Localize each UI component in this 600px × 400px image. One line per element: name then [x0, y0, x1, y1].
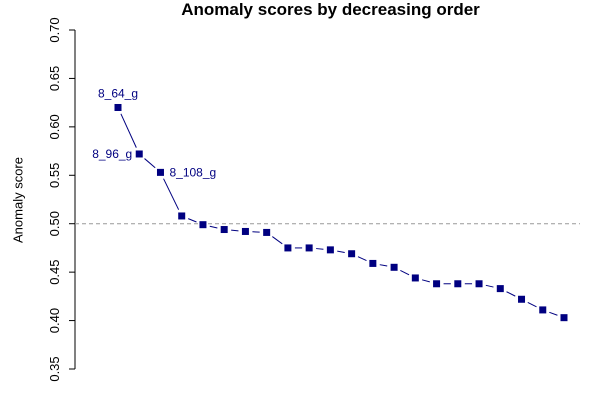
- series-segment: [231, 229, 239, 232]
- y-tick-label: 0.65: [47, 66, 62, 91]
- data-point: [454, 280, 462, 288]
- series-segment: [485, 284, 494, 288]
- data-point: [263, 228, 271, 236]
- series-segment: [316, 248, 324, 250]
- y-tick-label: 0.70: [47, 17, 62, 42]
- y-axis: 0.35 0.40 0.45 0.50 0.55 0.60 0.65 0.70: [47, 17, 76, 382]
- series-segment: [272, 236, 283, 245]
- series-segment: [527, 301, 537, 308]
- data-point: [433, 280, 441, 288]
- data-point: [326, 246, 334, 254]
- series-segment: [357, 256, 367, 261]
- data-point: [220, 226, 228, 234]
- series-segment: [421, 279, 430, 283]
- data-point: [284, 244, 292, 252]
- y-tick-label: 0.50: [47, 211, 62, 236]
- chart-title: Anomaly scores by decreasing order: [181, 0, 480, 19]
- data-point: [390, 263, 398, 271]
- data-point: [156, 168, 164, 176]
- y-tick-label: 0.35: [47, 356, 62, 381]
- data-point: [475, 280, 483, 288]
- data-point: [369, 259, 377, 267]
- y-tick-label: 0.45: [47, 259, 62, 284]
- point-label: 8_108_g: [169, 165, 216, 179]
- series-segment: [506, 291, 516, 297]
- data-point: [518, 295, 526, 303]
- y-tick-label: 0.40: [47, 308, 62, 333]
- data-point: [178, 212, 186, 220]
- series-points: [114, 103, 568, 322]
- series-lines: [120, 113, 558, 316]
- point-label: 8_64_g: [98, 86, 138, 100]
- data-point: [411, 274, 419, 282]
- series-segment: [163, 178, 180, 210]
- series-segment: [379, 264, 388, 267]
- series-segment: [209, 225, 218, 229]
- data-point: [560, 314, 568, 322]
- point-labels: 8_64_g 8_96_g 8_108_g: [92, 86, 216, 179]
- series-segment: [337, 250, 345, 253]
- data-point: [496, 285, 504, 293]
- data-point: [305, 244, 313, 252]
- series-segment: [400, 269, 410, 276]
- data-point: [348, 250, 356, 258]
- data-point: [135, 150, 143, 158]
- data-point: [241, 227, 249, 235]
- series-segment: [549, 311, 558, 316]
- series-segment: [120, 113, 137, 148]
- series-segment: [144, 158, 156, 169]
- y-tick-label: 0.55: [47, 163, 62, 188]
- data-point: [199, 221, 207, 229]
- data-point: [539, 306, 547, 314]
- series-segment: [188, 218, 197, 223]
- y-tick-label: 0.60: [47, 114, 62, 139]
- data-point: [114, 103, 122, 111]
- point-label: 8_96_g: [92, 147, 132, 161]
